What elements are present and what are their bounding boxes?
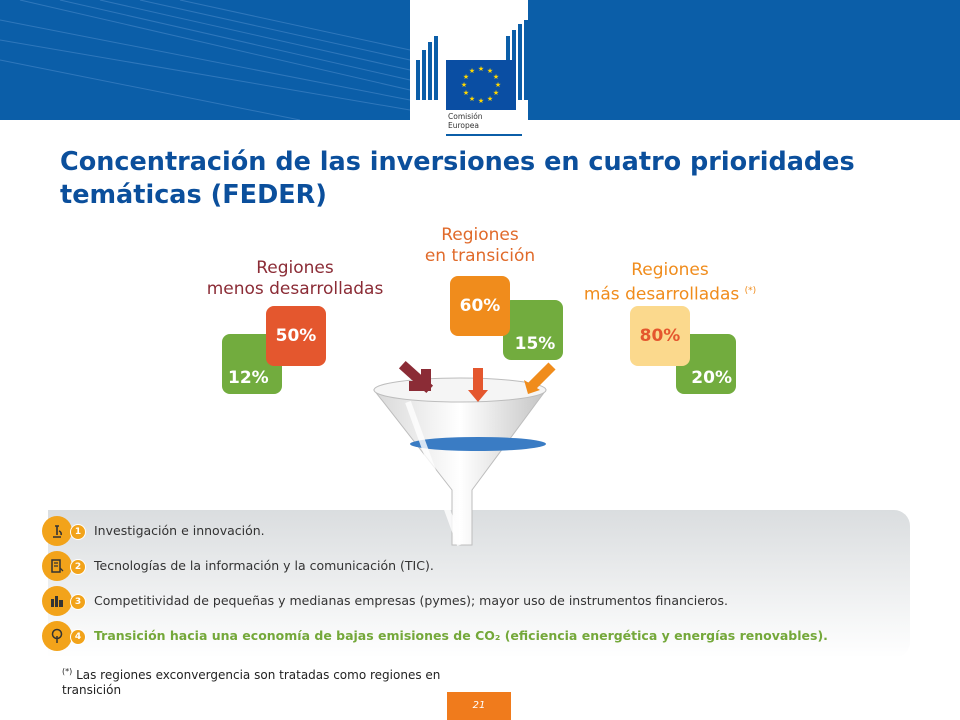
value-text: 80% (639, 326, 681, 346)
region-label-line1: Regiones (256, 258, 334, 278)
footnote: (*) Las regiones exconvergencia son trat… (62, 664, 502, 698)
region-label-more-developed: Regiones más desarrolladas (*) (570, 260, 770, 306)
value-text: 60% (459, 296, 501, 316)
funnel-liquid (410, 437, 546, 451)
svg-text:★: ★ (493, 73, 499, 81)
region-note-mark: (*) (744, 286, 757, 296)
priority-row-4: 4 Transición hacia una economía de bajas… (42, 621, 828, 651)
logo-line-1: Comisión (448, 112, 483, 121)
region-label-transition: Regiones en transición (400, 225, 560, 267)
page-title: Concentración de las inversiones en cuat… (60, 147, 855, 210)
priority-text: Investigación e innovación. (94, 523, 265, 538)
footnote-text: Las regiones exconvergencia son tratadas… (62, 668, 441, 697)
eu-flag-icon: ★ ★★★ ★★★★ ★★★★ (446, 60, 516, 110)
svg-text:★: ★ (495, 81, 501, 89)
funnel-graphic (373, 360, 556, 547)
document-icon (42, 551, 72, 581)
eu-logo: ★ ★ ★ ★ ★ ★ ★ ★ ★ ★ ★ ★ Comisión Europea (410, 0, 528, 138)
priority-row-1: 1 Investigación e innovación. (42, 516, 265, 546)
svg-text:★: ★ (487, 67, 493, 75)
region-label-line2: más desarrolladas (583, 284, 740, 305)
arrow-icon (528, 362, 556, 390)
svg-text:★: ★ (493, 89, 499, 97)
svg-text:★: ★ (487, 95, 493, 103)
svg-text:★: ★ (463, 73, 469, 81)
region-label-less-developed: Regiones menos desarrolladas (190, 258, 400, 300)
priority-number: 1 (70, 524, 86, 540)
value-text: 12% (228, 368, 269, 388)
svg-text:★: ★ (463, 89, 469, 97)
header-decoration (0, 0, 411, 120)
region-label-line2: menos desarrolladas (206, 279, 384, 299)
priority-number: 4 (70, 629, 86, 645)
logo-underline (446, 134, 522, 136)
region-label-line2: en transición (424, 246, 536, 266)
priority-text: Competitividad de pequeñas y medianas em… (94, 593, 728, 608)
svg-text:★: ★ (478, 65, 484, 73)
tree-icon (42, 621, 72, 651)
microscope-icon (42, 516, 72, 546)
priority-number: 3 (70, 594, 86, 610)
page-number: 21 (447, 692, 511, 720)
value-badge-back: 20% (676, 334, 736, 394)
value-text: 20% (691, 368, 732, 388)
priority-text: Tecnologías de la información y la comun… (94, 558, 434, 573)
buildings-icon (42, 586, 72, 616)
value-text: 15% (514, 334, 556, 354)
priorities-band (48, 510, 910, 658)
svg-text:★: ★ (469, 95, 475, 103)
arrow-head-icon (524, 380, 540, 394)
svg-text:★: ★ (478, 97, 484, 105)
arrow-head-icon (468, 390, 488, 402)
priority-text: Transición hacia una economía de bajas e… (94, 628, 828, 643)
region-label-line1: Regiones (631, 260, 709, 280)
priority-row-2: 2 Tecnologías de la información y la com… (42, 551, 434, 581)
svg-text:★: ★ (469, 67, 475, 75)
value-text: 50% (275, 326, 317, 346)
svg-text:★: ★ (461, 81, 467, 89)
priority-row-3: 3 Competitividad de pequeñas y medianas … (42, 586, 728, 616)
value-badge-front: 60% (450, 276, 510, 336)
logo-line-2: Europea (448, 121, 479, 130)
region-label-line1: Regiones (441, 225, 519, 245)
arrow-icon (398, 360, 434, 394)
footnote-mark: (*) (62, 667, 73, 676)
value-badge-front: 50% (266, 306, 326, 366)
value-badge-front: 80% (630, 306, 690, 366)
priority-number: 2 (70, 559, 86, 575)
value-badge-back: 15% (503, 300, 563, 360)
